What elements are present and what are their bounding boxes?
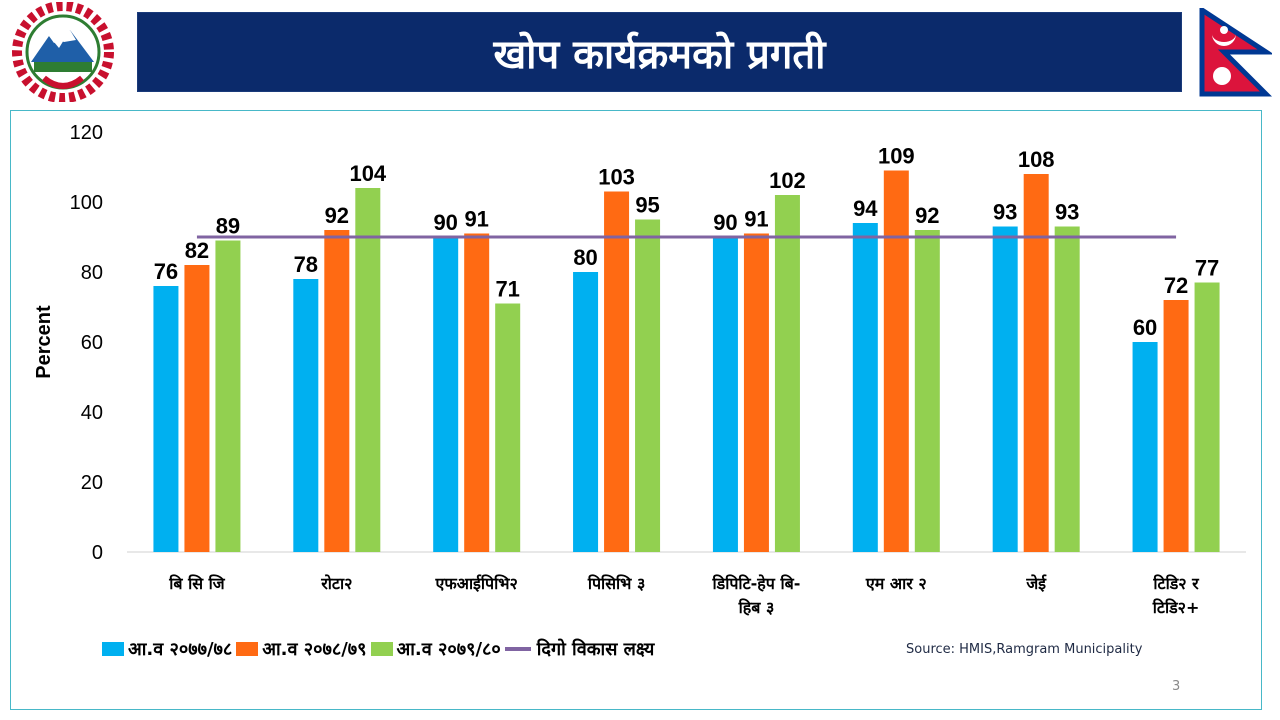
y-tick-label: 80 <box>81 262 103 284</box>
legend-swatch-series-1 <box>102 642 124 656</box>
data-label: 104 <box>349 161 386 186</box>
y-axis-title: Percent <box>33 305 55 379</box>
category-label: एम आर २ <box>865 574 927 593</box>
chart-legend: आ.व २०७७/७८ आ.व २०७८/७९ आ.व २०७९/८० दिगो… <box>102 637 658 661</box>
data-label: 102 <box>769 168 806 193</box>
bar <box>712 237 738 552</box>
data-label: 92 <box>325 203 349 228</box>
legend-swatch-series-3 <box>370 642 393 656</box>
government-emblem-icon <box>12 2 114 102</box>
data-label: 80 <box>573 245 597 270</box>
data-label: 90 <box>713 210 737 235</box>
bar <box>573 272 599 552</box>
bar <box>495 303 521 552</box>
bar <box>324 230 350 552</box>
data-label: 93 <box>993 200 1017 225</box>
category-label: टिडि२ र <box>1152 574 1200 593</box>
data-label: 108 <box>1018 147 1055 172</box>
legend-label-series-2: आ.व २०७८/७९ <box>262 639 367 660</box>
bar <box>1194 282 1220 552</box>
y-tick-label: 40 <box>81 402 103 424</box>
slide-title: खोप कार्यक्रमको प्रगती <box>493 31 826 78</box>
data-label: 76 <box>154 259 178 284</box>
bar <box>355 188 381 552</box>
source-note: Source: HMIS,Ramgram Municipality <box>906 642 1143 657</box>
title-bar: खोप कार्यक्रमको प्रगती <box>137 12 1182 92</box>
y-tick-label: 60 <box>81 332 103 354</box>
bar <box>743 233 769 552</box>
category-label: हिब ३ <box>738 598 775 617</box>
category-label: पिसिभि ३ <box>587 574 645 593</box>
page-number: 3 <box>1172 679 1181 694</box>
legend-label-series-3: आ.व २०७९/८० <box>396 639 501 660</box>
data-label: 103 <box>598 165 635 190</box>
bar <box>992 226 1018 552</box>
data-label: 77 <box>1195 256 1219 281</box>
category-label: टिडि२+ <box>1152 598 1200 617</box>
data-label: 109 <box>878 144 915 169</box>
data-label: 91 <box>464 207 488 232</box>
data-label: 71 <box>495 277 519 302</box>
data-label: 93 <box>1055 200 1079 225</box>
legend-item-target: दिगो विकास लक्ष्य <box>504 637 655 661</box>
bar <box>774 195 800 552</box>
data-label: 94 <box>853 196 878 221</box>
bar <box>153 286 179 552</box>
bar <box>883 170 909 552</box>
bar <box>293 279 319 552</box>
data-label: 60 <box>1133 315 1157 340</box>
bar <box>604 191 630 552</box>
bar <box>1054 226 1080 552</box>
bar <box>433 237 459 552</box>
bar <box>184 265 210 552</box>
data-label: 82 <box>185 238 209 263</box>
data-label: 91 <box>744 207 768 232</box>
category-label: डिपिटि-हेप बि- <box>712 574 801 593</box>
bar <box>1023 174 1049 552</box>
chart-frame <box>10 110 1262 710</box>
legend-item-series-2: आ.व २०७८/७९ <box>236 637 367 661</box>
y-tick-label: 120 <box>70 122 103 144</box>
legend-item-series-1: आ.व २०७७/७८ <box>102 637 232 661</box>
data-label: 95 <box>635 193 659 218</box>
category-label: बि सि जि <box>168 574 226 593</box>
category-label: जेई <box>1025 574 1047 593</box>
bar <box>914 230 940 552</box>
bar <box>852 223 878 552</box>
legend-label-series-1: आ.व २०७७/७८ <box>128 639 233 660</box>
y-tick-label: 0 <box>92 542 103 564</box>
data-label: 89 <box>216 214 240 239</box>
bar <box>1132 342 1158 552</box>
y-tick-label: 100 <box>70 192 103 214</box>
bar <box>635 219 661 552</box>
legend-label-target: दिगो विकास लक्ष्य <box>536 639 655 660</box>
legend-swatch-target <box>504 647 531 651</box>
y-tick-label: 20 <box>81 472 103 494</box>
bar <box>464 233 490 552</box>
category-label: एफआईपिभि२ <box>435 574 518 593</box>
data-label: 72 <box>1164 273 1188 298</box>
nepal-flag-icon <box>1199 8 1272 97</box>
legend-swatch-series-2 <box>236 642 259 656</box>
legend-item-series-3: आ.व २०७९/८० <box>370 637 501 661</box>
category-label: रोटा२ <box>320 574 352 593</box>
bar <box>215 240 241 552</box>
data-label: 78 <box>294 252 318 277</box>
bar <box>1163 300 1189 552</box>
data-label: 92 <box>915 203 939 228</box>
data-label: 90 <box>433 210 457 235</box>
